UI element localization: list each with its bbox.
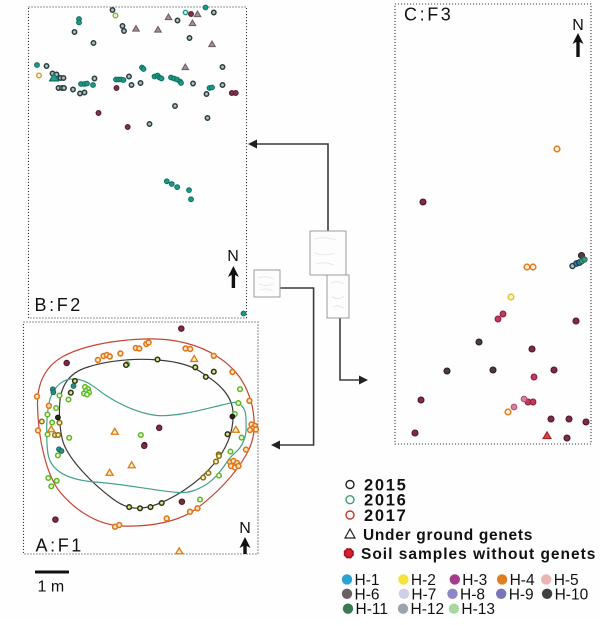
svg-text:2017: 2017 (364, 507, 408, 525)
svg-text:B:F2: B:F2 (35, 295, 83, 315)
svg-text:H-8: H-8 (460, 586, 485, 603)
svg-text:H-3: H-3 (462, 572, 487, 589)
svg-text:H-13: H-13 (461, 601, 495, 618)
svg-text:H-1: H-1 (355, 572, 380, 589)
svg-text:H-7: H-7 (411, 586, 436, 603)
svg-text:H-11: H-11 (356, 601, 388, 618)
svg-text:H-2: H-2 (411, 572, 436, 589)
svg-text:H-5: H-5 (554, 572, 579, 589)
svg-text:N: N (227, 248, 239, 265)
svg-text:H-12: H-12 (411, 601, 445, 618)
svg-text:H-6: H-6 (355, 586, 380, 603)
svg-text:C:F3: C:F3 (404, 5, 453, 25)
svg-text:1 m: 1 m (38, 579, 65, 596)
svg-text:Soil samples without genets: Soil samples without genets (361, 546, 596, 563)
svg-text:2015: 2015 (364, 477, 408, 495)
svg-text:H-10: H-10 (555, 586, 589, 603)
svg-text:2016: 2016 (364, 492, 408, 510)
svg-text:A:F1: A:F1 (36, 536, 84, 556)
svg-text:Under ground genets: Under ground genets (363, 527, 533, 544)
svg-text:N: N (572, 17, 584, 34)
svg-text:H-4: H-4 (510, 572, 535, 589)
svg-text:H-9: H-9 (509, 586, 534, 603)
svg-text:N: N (239, 520, 251, 537)
